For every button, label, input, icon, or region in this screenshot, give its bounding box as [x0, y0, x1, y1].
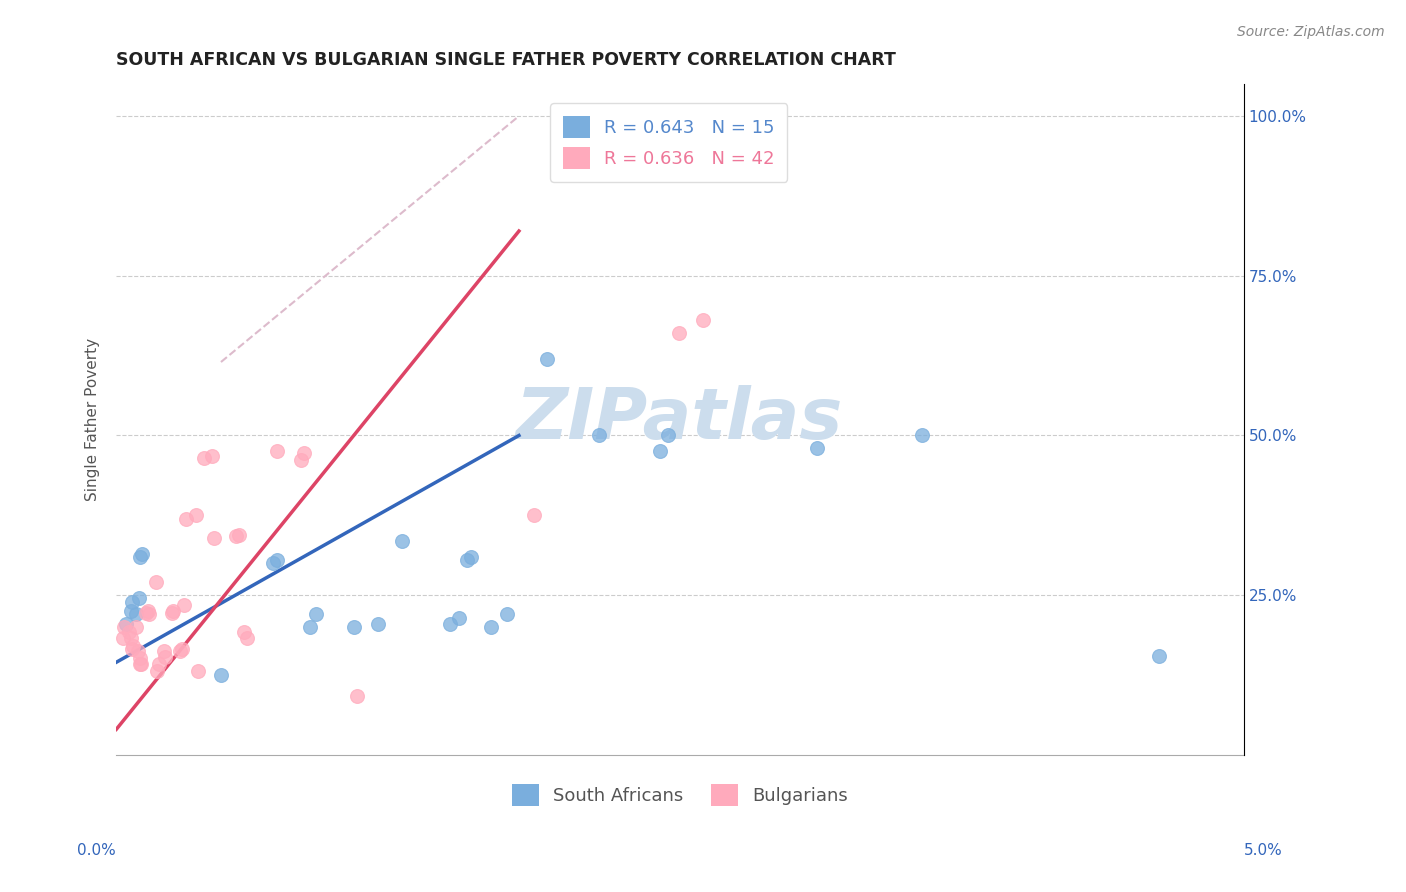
Point: [460, 549, 482, 564]
Point: [266, 553, 288, 567]
Point: [121, 642, 143, 657]
Point: [120, 604, 142, 618]
Point: [235, 631, 257, 645]
Point: [135, 606, 157, 620]
Point: [160, 606, 183, 620]
Text: Source: ZipAtlas.com: Source: ZipAtlas.com: [1237, 25, 1385, 39]
Point: [131, 547, 153, 561]
Point: [136, 604, 159, 618]
Text: 5.0%: 5.0%: [1243, 843, 1282, 858]
Point: [127, 644, 149, 658]
Point: [173, 598, 195, 612]
Point: [346, 689, 368, 703]
Point: [155, 650, 177, 665]
Point: [129, 549, 152, 564]
Y-axis label: Single Father Poverty: Single Father Poverty: [86, 338, 100, 501]
Point: [125, 607, 148, 622]
Point: [169, 644, 191, 658]
Point: [118, 625, 141, 640]
Point: [367, 616, 389, 631]
Point: [146, 664, 169, 678]
Legend: South Africans, Bulgarians: South Africans, Bulgarians: [505, 776, 855, 813]
Point: [112, 620, 135, 634]
Point: [193, 450, 215, 465]
Point: [298, 620, 321, 634]
Point: [292, 446, 315, 460]
Point: [447, 610, 470, 624]
Point: [290, 452, 312, 467]
Point: [170, 642, 193, 657]
Point: [657, 428, 679, 442]
Point: [496, 607, 519, 622]
Point: [266, 444, 288, 458]
Point: [138, 607, 160, 622]
Point: [648, 444, 671, 458]
Point: [806, 442, 828, 456]
Point: [391, 533, 413, 548]
Point: [305, 607, 328, 622]
Point: [115, 616, 138, 631]
Point: [120, 631, 142, 645]
Point: [201, 449, 224, 463]
Point: [523, 508, 546, 523]
Point: [129, 657, 152, 672]
Point: [121, 594, 143, 608]
Point: [128, 650, 150, 665]
Point: [184, 508, 207, 523]
Point: [228, 527, 250, 541]
Point: [128, 591, 150, 606]
Point: [187, 664, 209, 678]
Point: [111, 631, 134, 645]
Point: [696, 109, 718, 123]
Point: [536, 351, 558, 366]
Point: [233, 624, 256, 639]
Point: [148, 657, 170, 671]
Point: [124, 620, 146, 634]
Point: [692, 313, 714, 327]
Point: [668, 326, 690, 341]
Point: [1147, 648, 1170, 663]
Text: 0.0%: 0.0%: [77, 843, 117, 858]
Point: [225, 529, 247, 543]
Point: [479, 620, 502, 634]
Text: ZIPatlas: ZIPatlas: [516, 385, 844, 454]
Point: [162, 604, 184, 618]
Text: SOUTH AFRICAN VS BULGARIAN SINGLE FATHER POVERTY CORRELATION CHART: SOUTH AFRICAN VS BULGARIAN SINGLE FATHER…: [117, 51, 896, 69]
Point: [176, 511, 198, 525]
Point: [145, 575, 167, 590]
Point: [456, 553, 478, 567]
Point: [439, 616, 461, 631]
Point: [262, 556, 284, 570]
Point: [588, 428, 610, 442]
Point: [202, 531, 225, 545]
Point: [209, 668, 232, 682]
Point: [911, 428, 934, 442]
Point: [152, 644, 174, 658]
Point: [343, 620, 366, 634]
Point: [129, 657, 152, 671]
Point: [122, 640, 145, 654]
